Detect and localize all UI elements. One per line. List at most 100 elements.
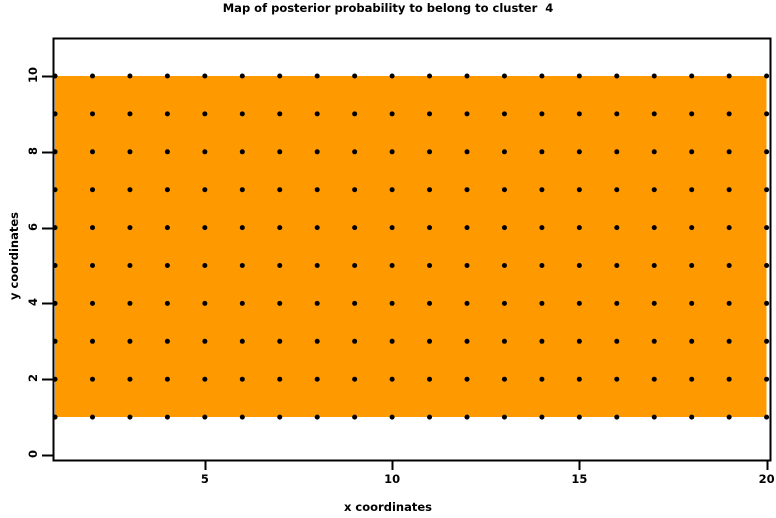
- sample-point: [277, 187, 283, 193]
- sample-point: [726, 187, 732, 193]
- sample-point: [127, 263, 133, 268]
- sample-point: [239, 338, 245, 344]
- sample-point: [239, 263, 245, 268]
- sample-point: [501, 111, 507, 117]
- sample-point: [614, 187, 620, 193]
- sample-point: [352, 73, 358, 79]
- sample-point: [164, 263, 170, 268]
- sample-point: [464, 225, 470, 231]
- sample-point: [389, 263, 395, 268]
- sample-point: [651, 187, 657, 193]
- sample-point: [651, 225, 657, 231]
- sample-point: [464, 73, 470, 79]
- sample-point: [164, 111, 170, 117]
- sample-point: [202, 111, 208, 117]
- y-tick-label: 0: [26, 450, 40, 459]
- sample-point: [164, 149, 170, 155]
- x-tick-label: 20: [758, 472, 775, 486]
- sample-point: [127, 414, 133, 420]
- sample-point: [501, 300, 507, 306]
- sample-point: [726, 225, 732, 231]
- sample-point: [539, 300, 545, 306]
- sample-point: [202, 225, 208, 231]
- sample-point: [52, 111, 58, 117]
- y-tick-label: 10: [26, 67, 40, 84]
- sample-point: [651, 376, 657, 382]
- sample-point: [314, 263, 320, 268]
- sample-point: [352, 414, 358, 420]
- sample-point-grid: [52, 73, 770, 420]
- sample-point: [239, 225, 245, 231]
- sample-point: [464, 187, 470, 193]
- sample-point: [164, 225, 170, 231]
- sample-point: [90, 225, 95, 231]
- sample-point: [726, 263, 732, 268]
- sample-point: [576, 300, 582, 306]
- sample-point: [726, 300, 732, 306]
- sample-point: [764, 225, 770, 231]
- sample-point: [239, 111, 245, 117]
- sample-point: [202, 338, 208, 344]
- sample-point: [277, 225, 283, 231]
- x-axis-label: x coordinates: [344, 500, 432, 514]
- sample-point: [764, 338, 770, 344]
- sample-point: [726, 111, 732, 117]
- sample-point: [52, 338, 58, 344]
- sample-point: [539, 225, 545, 231]
- sample-point: [164, 414, 170, 420]
- sample-point: [202, 414, 208, 420]
- sample-point: [90, 263, 95, 268]
- sample-point: [164, 338, 170, 344]
- sample-point: [202, 376, 208, 382]
- sample-point: [651, 414, 657, 420]
- sample-point: [576, 338, 582, 344]
- sample-point: [352, 300, 358, 306]
- y-tick-label: 2: [26, 374, 40, 383]
- sample-point: [90, 338, 95, 344]
- sample-point: [389, 187, 395, 193]
- sample-point: [427, 263, 433, 268]
- sample-point: [352, 187, 358, 193]
- sample-point: [539, 111, 545, 117]
- sample-point: [127, 376, 133, 382]
- sample-point: [239, 73, 245, 79]
- sample-point: [277, 376, 283, 382]
- sample-point: [389, 338, 395, 344]
- sample-point: [52, 414, 58, 420]
- sample-point: [239, 187, 245, 193]
- sample-point: [614, 338, 620, 344]
- sample-point: [576, 414, 582, 420]
- sample-point: [427, 73, 433, 79]
- sample-point: [651, 263, 657, 268]
- sample-point: [427, 414, 433, 420]
- sample-point: [202, 73, 208, 79]
- sample-point: [352, 225, 358, 231]
- sample-point: [202, 187, 208, 193]
- sample-point: [539, 73, 545, 79]
- y-tick-label: 8: [26, 146, 40, 155]
- sample-point: [539, 187, 545, 193]
- sample-point: [352, 263, 358, 268]
- sample-point: [389, 111, 395, 117]
- sample-point: [539, 338, 545, 344]
- sample-point: [726, 414, 732, 420]
- sample-point: [127, 111, 133, 117]
- sample-point: [689, 73, 695, 79]
- sample-point: [464, 338, 470, 344]
- sample-point: [127, 338, 133, 344]
- sample-point: [277, 414, 283, 420]
- axis-ticks: [42, 75, 769, 470]
- sample-point: [352, 149, 358, 155]
- sample-point: [352, 376, 358, 382]
- sample-point: [239, 376, 245, 382]
- sample-point: [764, 300, 770, 306]
- sample-point: [689, 376, 695, 382]
- x-tick-label: 15: [571, 472, 588, 486]
- sample-point: [501, 187, 507, 193]
- y-axis-label: y coordinates: [7, 211, 21, 301]
- sample-point: [164, 376, 170, 382]
- sample-point: [277, 263, 283, 268]
- sample-point: [127, 225, 133, 231]
- sample-point: [239, 300, 245, 306]
- plot-title: Map of posterior probability to belong t…: [222, 1, 554, 15]
